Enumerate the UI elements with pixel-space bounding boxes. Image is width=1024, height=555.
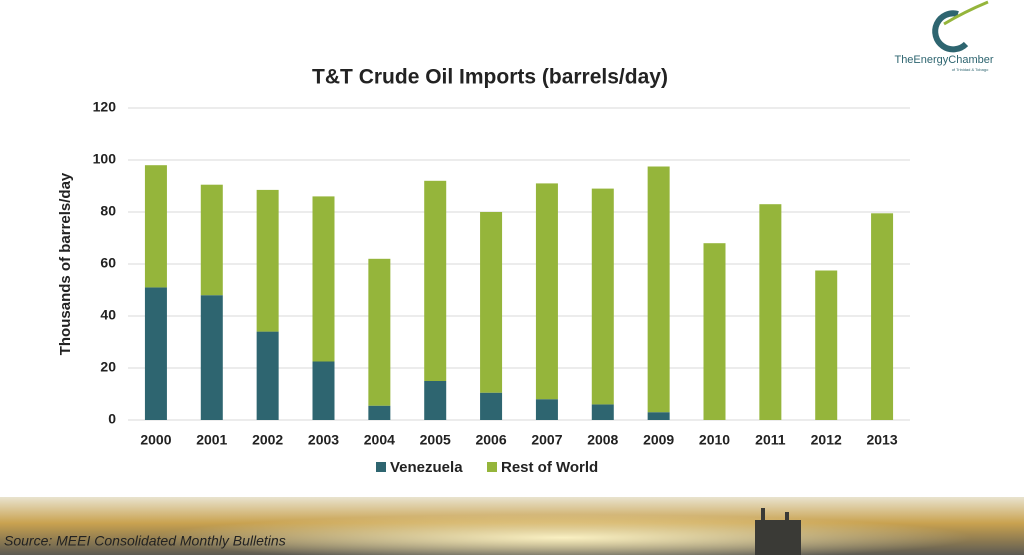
bar-segment xyxy=(759,204,782,420)
logo-swoosh xyxy=(943,0,989,26)
logo-name: TheEnergyChamber xyxy=(894,54,993,66)
logo-tagline: of Trinidad & Tobago xyxy=(952,67,989,72)
bar-segment xyxy=(368,258,391,406)
banner-glow xyxy=(0,497,1024,555)
bar-segment xyxy=(144,287,167,420)
bar-segment xyxy=(368,405,391,420)
bar-segment xyxy=(871,213,894,420)
source-note: Source: MEEI Consolidated Monthly Bullet… xyxy=(4,533,286,549)
bar-segment xyxy=(647,412,670,420)
bar-segment xyxy=(535,183,558,400)
logo: TheEnergyChamber of Trinidad & Tobago xyxy=(894,0,994,72)
bar-segment xyxy=(424,381,447,420)
y-tick-label: 120 xyxy=(93,99,117,115)
oil-rig xyxy=(755,508,801,555)
x-tick-label: 2007 xyxy=(531,432,562,448)
y-tick-label: 0 xyxy=(108,411,116,427)
legend-swatch xyxy=(487,462,497,472)
x-tick-label: 2008 xyxy=(587,432,618,448)
bar-segment xyxy=(200,295,223,420)
bar-segment xyxy=(480,212,503,393)
x-tick-label: 2006 xyxy=(475,432,506,448)
bar-segment xyxy=(647,166,670,413)
legend-label: Venezuela xyxy=(390,459,463,476)
x-tick-label: 2003 xyxy=(308,432,339,448)
bar-segment xyxy=(256,189,279,332)
y-tick-label: 20 xyxy=(100,359,116,375)
bar-segment xyxy=(256,331,279,420)
y-axis-title: Thousands of barrels/day xyxy=(57,172,74,355)
bar-segment xyxy=(591,188,614,405)
legend-swatch xyxy=(376,462,386,472)
bar-segment xyxy=(312,361,335,420)
bar-segment xyxy=(591,404,614,420)
x-tick-label: 2005 xyxy=(420,432,451,448)
bar-segment xyxy=(535,399,558,420)
y-tick-label: 60 xyxy=(100,255,116,271)
legend-label: Rest of World xyxy=(501,459,598,476)
bar-segment xyxy=(815,270,838,420)
y-tick-label: 100 xyxy=(93,151,117,167)
bar-segment xyxy=(703,243,726,420)
x-tick-label: 2012 xyxy=(811,432,842,448)
logo-mark xyxy=(932,10,969,53)
bar-segment xyxy=(144,165,167,288)
x-tick-label: 2002 xyxy=(252,432,283,448)
chart-title: T&T Crude Oil Imports (barrels/day) xyxy=(312,66,668,89)
y-tick-label: 80 xyxy=(100,203,116,219)
x-tick-label: 2000 xyxy=(140,432,171,448)
x-tick-label: 2010 xyxy=(699,432,730,448)
x-tick-label: 2009 xyxy=(643,432,674,448)
x-tick-label: 2011 xyxy=(755,432,786,448)
bar-segment xyxy=(424,180,447,381)
x-tick-label: 2013 xyxy=(866,432,897,448)
bar-segment xyxy=(200,184,223,296)
x-tick-label: 2004 xyxy=(364,432,395,448)
y-tick-label: 40 xyxy=(100,307,116,323)
bar-segment xyxy=(480,392,503,420)
x-tick-label: 2001 xyxy=(196,432,227,448)
bar-segment xyxy=(312,196,335,362)
